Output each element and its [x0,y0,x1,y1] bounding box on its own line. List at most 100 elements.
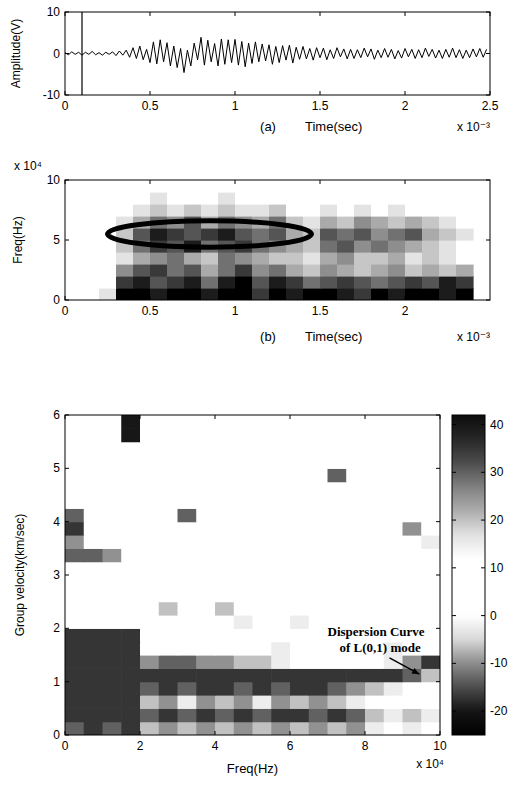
cell [234,615,253,629]
cell [365,468,384,482]
cell [421,655,440,669]
cell [309,695,328,709]
cell [365,602,384,616]
cell [371,228,389,241]
cell [121,655,140,669]
cell [346,522,365,536]
cell [116,276,134,289]
cell [384,522,403,536]
colorbar-tick [481,567,485,568]
cell [140,615,159,629]
x-tick [365,415,366,419]
cell [421,442,440,456]
cell [234,522,253,536]
cell [456,204,474,217]
y-axis-title: Group velocity(km/sec) [13,514,27,637]
cell [215,682,234,696]
cell [184,264,202,277]
cell [320,252,338,265]
cell [234,642,253,656]
x-multiplier: x 10⁻³ [457,120,490,134]
cell [309,615,328,629]
cell [253,508,272,522]
cell [253,668,272,682]
plot-area [65,180,474,300]
cell [271,535,290,549]
cell [271,522,290,536]
cell [286,264,304,277]
cell [309,562,328,576]
cell [150,180,168,193]
y-tick [65,575,69,576]
cell [215,602,234,616]
cell [286,204,304,217]
cell [235,228,253,241]
x-tick [215,415,216,419]
cell [421,522,440,536]
cell [439,240,457,253]
cell [140,562,159,576]
cell [235,276,253,289]
colorbar-tick [481,663,485,664]
cell [196,668,215,682]
cell [65,240,83,253]
x-tick-label: 0 [62,99,69,113]
y-tick-label: 5 [53,461,60,475]
cell [371,252,389,265]
cell [103,562,122,576]
cell [439,228,457,241]
cell [405,252,423,265]
cell [384,455,403,469]
cell [252,228,270,241]
cell [103,415,122,429]
cell [328,575,347,589]
cell [403,695,422,709]
cell [84,668,103,682]
cell [159,575,178,589]
cell [422,216,440,229]
cell [167,204,185,217]
cell [121,415,140,429]
cell [99,252,117,265]
cell [346,562,365,576]
cell [196,508,215,522]
cell [121,628,140,642]
x-tick [290,415,291,419]
y-tick [65,521,69,522]
colorbar-tick [481,711,485,712]
cell [328,482,347,496]
cell [140,455,159,469]
cell [121,562,140,576]
x-tick [65,180,66,184]
cell [421,668,440,682]
cell [84,482,103,496]
cell [456,288,474,300]
cell [271,642,290,656]
cell [388,276,406,289]
cell [234,722,253,735]
cell [99,204,117,217]
cell [184,288,202,300]
y-tick [486,300,490,301]
cell [346,668,365,682]
cell [403,442,422,456]
cell [371,240,389,253]
cell [405,264,423,277]
cell [290,708,309,722]
cell [184,180,202,193]
cell [388,264,406,277]
colorbar-tick [452,567,456,568]
cell [82,204,100,217]
cell [320,204,338,217]
cell [290,695,309,709]
cell [84,495,103,509]
x-tick [150,296,151,300]
cell [271,415,290,429]
cell [140,695,159,709]
trigger-line [81,12,82,95]
cell [178,428,197,442]
cell [290,535,309,549]
cell [121,722,140,735]
cell [384,415,403,429]
cell [116,252,134,265]
